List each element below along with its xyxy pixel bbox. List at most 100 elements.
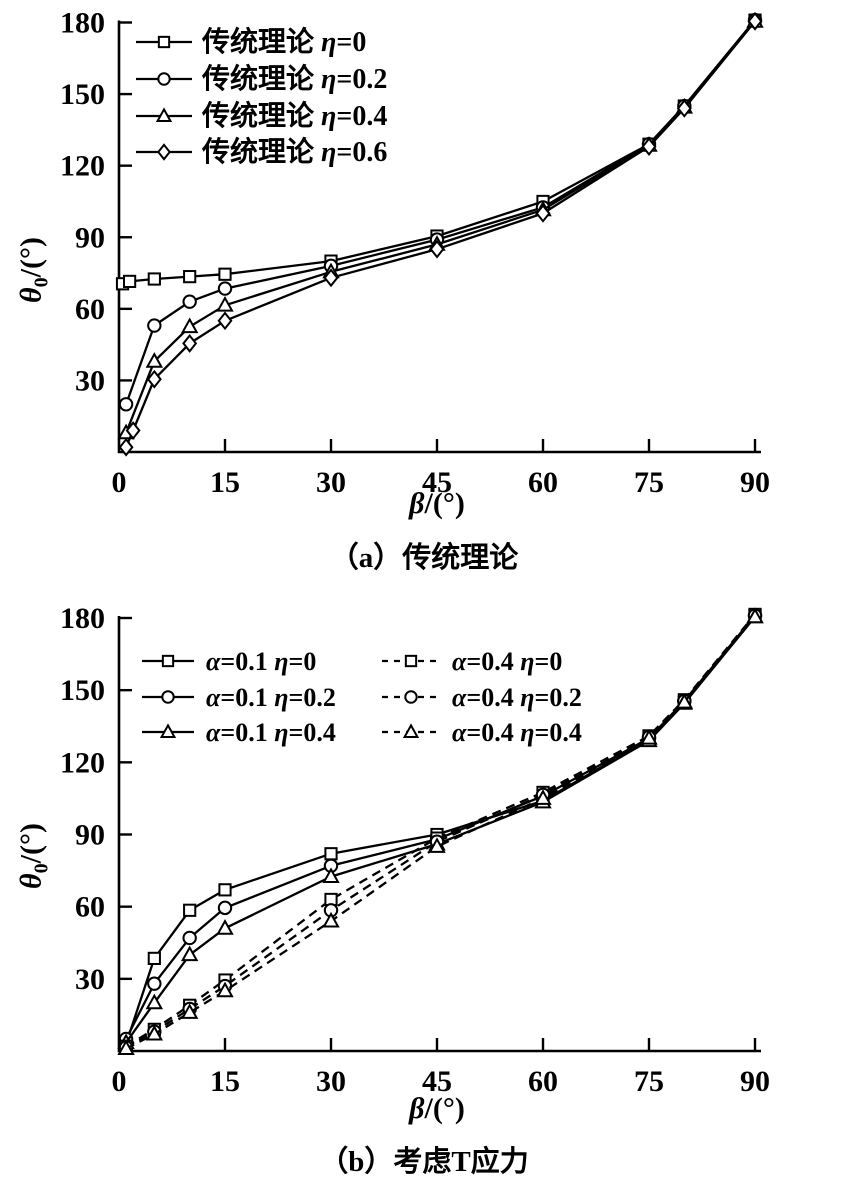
axes: 30 60 90 120 150 180 0 15 30 45 60 75 90 [60, 602, 770, 1098]
triangle-marker-icon [180, 317, 199, 334]
series-line [125, 616, 756, 1044]
triangle-marker-icon [534, 789, 552, 805]
y-tick-label: 30 [75, 963, 105, 996]
x-axis-label-a: β/(°) [119, 487, 755, 521]
diamond-marker-icon [535, 203, 551, 223]
legend-label: 传统理论 η=0 [201, 25, 366, 58]
legend-item-b-a04-eta-0: α=0.4 η=0 [382, 647, 562, 676]
diamond-marker-icon [182, 334, 198, 353]
x-tick-label: 90 [740, 466, 770, 499]
y-axis-subscript: 0 [30, 863, 53, 874]
legend-item-b-a01-eta-0: α=0.1 η=0 [142, 647, 316, 676]
chart-a: 30 60 90 120 150 180 0 15 30 45 60 75 90 传统理论 η=0 传统理论… [60, 7, 770, 500]
triangle-marker-icon [145, 993, 164, 1010]
series-a-eta-06 [118, 11, 763, 457]
square-marker-icon [161, 654, 175, 668]
diamond-marker-icon [125, 421, 141, 440]
square-marker-icon [218, 267, 232, 281]
circle-marker-icon [157, 72, 171, 86]
series-b-a04-eta-04 [117, 607, 764, 1055]
diamond-marker-icon [676, 98, 692, 118]
axes: 30 60 90 120 150 180 0 15 30 45 60 75 90 [60, 7, 770, 500]
triangle-marker-icon [428, 837, 446, 853]
square-marker-icon [147, 951, 161, 965]
y-axis-symbol: θ [14, 873, 48, 889]
y-tick-label: 150 [60, 674, 105, 707]
legend-label: 传统理论 η=0.6 [201, 135, 387, 168]
diamond-marker-icon [429, 239, 445, 259]
diamond-marker-icon [747, 11, 763, 31]
series-line [125, 616, 756, 1050]
legend-label: 传统理论 η=0.4 [201, 99, 387, 132]
y-axis-unit: /(°) [14, 237, 48, 278]
circle-marker-icon [182, 294, 197, 309]
triangle-marker-icon [640, 729, 658, 745]
triangle-marker-icon [216, 981, 234, 998]
legend-item-b-a04-eta-02: α=0.4 η=0.2 [382, 683, 582, 712]
legend-item-a-eta-0: 传统理论 η=0 [136, 25, 366, 58]
x-axis-unit: /(°) [424, 1092, 465, 1125]
legend-item-a-eta-06: 传统理论 η=0.6 [136, 135, 387, 168]
chart-b: 30 60 90 120 150 180 0 15 30 45 60 75 90 α=0.1 η=0 α=0… [60, 602, 770, 1098]
legend-label: α=0.4 η=0.4 [452, 718, 582, 747]
legend-label: α=0.1 η=0.2 [206, 683, 336, 712]
circle-marker-icon [182, 930, 197, 946]
square-marker-icon [183, 270, 197, 284]
y-tick-label: 90 [75, 819, 105, 852]
triangle-marker-icon [402, 723, 420, 738]
y-tick-label: 180 [60, 7, 105, 40]
x-axis-symbol: β [409, 487, 425, 520]
caption-a: （a）传统理论 [329, 542, 519, 574]
y-axis-symbol: θ [14, 287, 48, 303]
circle-marker-icon [161, 690, 175, 704]
y-tick-label: 90 [75, 221, 105, 254]
diamond-marker-icon [217, 311, 233, 331]
diamond-marker-icon [118, 437, 134, 457]
y-tick-label: 60 [75, 891, 105, 924]
diamond-marker-icon [157, 143, 171, 161]
triangle-marker-icon [145, 352, 164, 368]
triangle-marker-icon [322, 867, 340, 883]
triangle-marker-icon [322, 911, 340, 928]
legend-label: α=0.1 η=0.4 [206, 718, 336, 747]
y-tick-label: 180 [60, 602, 105, 635]
caption-b: （b）考虑T应力 [319, 1146, 529, 1178]
y-axis-label-a: θ0/(°) [15, 237, 54, 303]
triangle-marker-icon [675, 692, 694, 709]
x-tick-label: 45 [422, 466, 452, 499]
x-axis-symbol: β [409, 1092, 425, 1125]
y-tick-label: 60 [75, 293, 105, 326]
circle-marker-icon [147, 318, 162, 333]
triangle-marker-icon [159, 723, 177, 738]
legend-label: 传统理论 η=0.2 [201, 62, 387, 95]
y-axis-unit: /(°) [14, 823, 48, 864]
triangle-marker-icon [145, 1024, 164, 1041]
legend-item-b-a01-eta-02: α=0.1 η=0.2 [142, 683, 336, 712]
triangle-marker-icon [117, 1039, 135, 1055]
triangle-marker-icon [155, 107, 173, 122]
square-marker-icon [123, 274, 137, 288]
triangle-marker-icon [180, 945, 199, 962]
x-tick-label: 15 [210, 1065, 240, 1098]
x-tick-label: 90 [740, 1065, 770, 1098]
legend-label: α=0.4 η=0 [452, 647, 562, 676]
x-tick-label: 15 [210, 466, 240, 499]
y-tick-label: 150 [60, 78, 105, 111]
circle-marker-icon [217, 900, 233, 916]
y-tick-label: 120 [60, 150, 105, 183]
x-axis-label-b: β/(°) [119, 1092, 755, 1126]
x-tick-label: 75 [634, 466, 664, 499]
legend-item-b-a04-eta-04: α=0.4 η=0.4 [382, 718, 582, 747]
circle-marker-icon [118, 397, 134, 412]
diamond-marker-icon [323, 268, 339, 288]
x-tick-label: 0 [112, 1065, 127, 1098]
diamond-marker-icon [641, 137, 657, 156]
legend-item-a-eta-02: 传统理论 η=0.2 [136, 62, 387, 95]
y-axis-label-b: θ0/(°) [15, 823, 54, 889]
triangle-marker-icon [216, 919, 234, 935]
circle-marker-icon [404, 690, 418, 704]
legend-item-b-a01-eta-04: α=0.1 η=0.4 [142, 718, 336, 747]
legend-label: α=0.4 η=0.2 [452, 683, 582, 712]
